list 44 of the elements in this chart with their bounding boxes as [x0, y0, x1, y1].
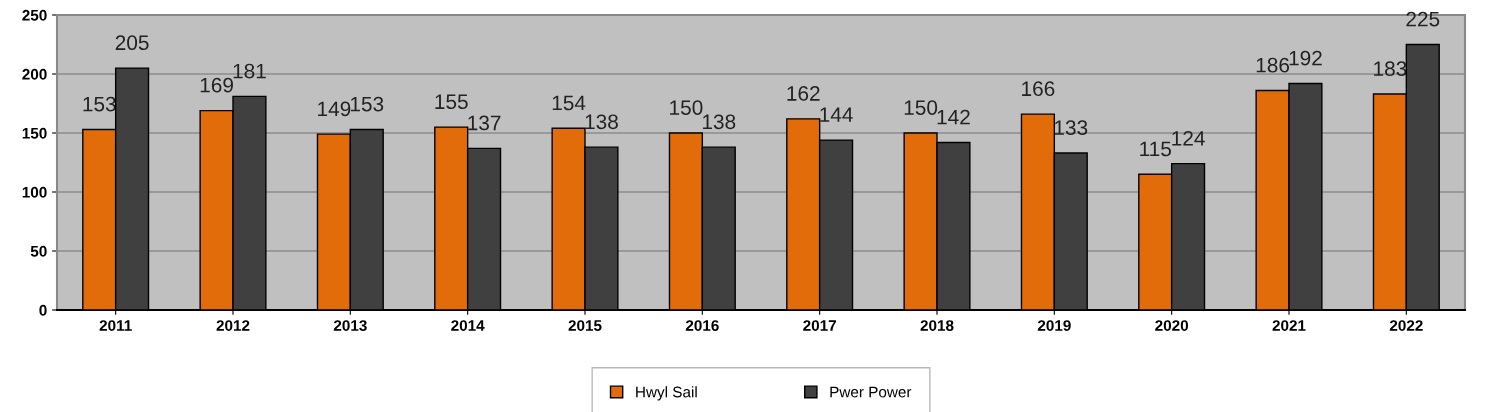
- data-label: 162: [787, 86, 820, 101]
- y-tick-label: 200: [22, 68, 47, 80]
- x-tick-label: 2014: [451, 320, 485, 331]
- y-tick-label: 150: [22, 127, 47, 139]
- legend-label: Hwyl Sail: [636, 386, 697, 401]
- data-label: 154: [552, 95, 586, 111]
- y-tick-label: 0: [39, 304, 47, 316]
- data-label: 183: [1374, 61, 1407, 77]
- x-tick-label: 2021: [1272, 320, 1306, 331]
- x-tick-label: 2013: [333, 320, 367, 331]
- data-label: 142: [937, 109, 970, 125]
- data-label: 225: [1406, 11, 1440, 27]
- data-label: 205: [115, 35, 149, 51]
- x-tick-label: 2012: [216, 320, 250, 331]
- y-tick-label: 100: [22, 186, 47, 198]
- x-tick-label: 2019: [1037, 320, 1071, 331]
- data-label: 186: [1256, 57, 1290, 73]
- y-tick-label: 50: [30, 245, 47, 257]
- data-label: 138: [702, 114, 736, 130]
- x-tick-label: 2016: [685, 320, 719, 331]
- legend-label: Pwer Power: [830, 386, 912, 398]
- data-label: 166: [1022, 81, 1055, 97]
- data-label: 150: [904, 100, 938, 115]
- data-label: 150: [670, 100, 703, 115]
- x-tick-label: 2018: [920, 320, 954, 331]
- y-tick-label: 250: [22, 9, 47, 21]
- data-label: 137: [468, 115, 501, 131]
- data-label: 153: [83, 96, 116, 112]
- x-tick-label: 2020: [1155, 320, 1189, 331]
- x-tick-label: 2017: [803, 320, 836, 331]
- data-label: 192: [1289, 50, 1322, 66]
- x-tick-label: 2015: [568, 320, 602, 331]
- data-label: 169: [200, 77, 233, 93]
- data-label: 181: [233, 63, 266, 79]
- data-label: 124: [1172, 130, 1205, 146]
- data-label: 144: [820, 107, 853, 122]
- data-label: 115: [1140, 141, 1171, 157]
- data-label: 153: [350, 96, 384, 112]
- data-label: 149: [318, 101, 351, 117]
- x-tick-label: 2011: [99, 320, 132, 331]
- x-tick-label: 2022: [1389, 320, 1423, 331]
- data-label: 155: [435, 94, 468, 110]
- data-label: 138: [585, 114, 618, 130]
- data-label: 133: [1054, 120, 1088, 136]
